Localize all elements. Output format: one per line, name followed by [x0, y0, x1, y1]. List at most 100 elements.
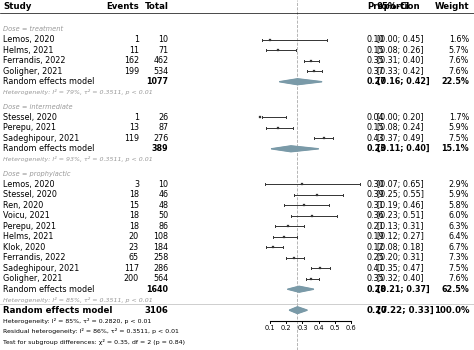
Text: Perepu, 2021: Perepu, 2021	[3, 222, 56, 231]
Text: 0.36: 0.36	[367, 211, 384, 220]
Text: Stessel, 2020: Stessel, 2020	[3, 113, 57, 122]
Text: 18: 18	[129, 190, 139, 199]
Text: 0.27: 0.27	[367, 306, 388, 315]
Text: 0.43: 0.43	[367, 134, 384, 143]
Polygon shape	[280, 79, 322, 85]
Text: 18: 18	[129, 222, 139, 231]
Text: Sadeghipour, 2021: Sadeghipour, 2021	[3, 264, 80, 273]
Text: 0.21: 0.21	[367, 222, 384, 231]
Text: 5.9%: 5.9%	[448, 190, 469, 199]
Text: 13: 13	[129, 123, 139, 132]
Text: 15: 15	[129, 201, 139, 210]
Text: 0.2: 0.2	[281, 324, 292, 330]
Text: Heterogeneity: I² = 85%, τ² = 0.2820, p < 0.01: Heterogeneity: I² = 85%, τ² = 0.2820, p …	[3, 318, 152, 324]
Text: 286: 286	[153, 264, 168, 273]
Text: 258: 258	[153, 253, 168, 262]
Text: 20: 20	[129, 232, 139, 241]
Text: [0.00; 0.45]: [0.00; 0.45]	[377, 35, 423, 44]
Text: Helms, 2021: Helms, 2021	[3, 46, 54, 55]
Text: [0.32; 0.40]: [0.32; 0.40]	[377, 274, 423, 283]
Text: 87: 87	[158, 123, 168, 132]
Text: Lemos, 2020: Lemos, 2020	[3, 180, 55, 189]
Text: 0.4: 0.4	[313, 324, 324, 330]
Text: 0.37: 0.37	[367, 67, 384, 76]
Text: Test for subgroup differences: χ² = 0.35, df = 2 (p = 0.84): Test for subgroup differences: χ² = 0.35…	[3, 338, 185, 345]
Text: 3106: 3106	[145, 306, 168, 315]
Text: Ferrandis, 2022: Ferrandis, 2022	[3, 253, 66, 262]
Text: 18: 18	[129, 211, 139, 220]
Text: 7.5%: 7.5%	[448, 264, 469, 273]
Text: Weight: Weight	[435, 2, 469, 11]
Text: Dose = prophylactic: Dose = prophylactic	[3, 171, 71, 177]
Text: 534: 534	[153, 67, 168, 76]
Text: 162: 162	[124, 56, 139, 65]
Text: 119: 119	[124, 134, 139, 143]
Text: 6.4%: 6.4%	[449, 232, 469, 241]
Text: 108: 108	[154, 232, 168, 241]
Text: Voicu, 2021: Voicu, 2021	[3, 211, 50, 220]
Text: 86: 86	[158, 222, 168, 231]
Text: [0.12; 0.27]: [0.12; 0.27]	[377, 232, 424, 241]
Text: Heterogeneity: I² = 85%, τ² = 0.3511, p < 0.01: Heterogeneity: I² = 85%, τ² = 0.3511, p …	[3, 297, 153, 303]
Text: Random effects model: Random effects model	[3, 285, 95, 294]
Text: [0.13; 0.31]: [0.13; 0.31]	[377, 222, 423, 231]
Text: 46: 46	[158, 190, 168, 199]
Text: Total: Total	[145, 2, 168, 11]
Text: 1.7%: 1.7%	[449, 113, 469, 122]
Text: 7.6%: 7.6%	[449, 67, 469, 76]
Text: 0.39: 0.39	[367, 190, 384, 199]
Text: 1640: 1640	[146, 285, 168, 294]
Text: 95%-CI: 95%-CI	[377, 2, 410, 11]
Polygon shape	[288, 286, 314, 292]
Text: 23: 23	[129, 243, 139, 252]
Text: [0.20; 0.31]: [0.20; 0.31]	[377, 253, 423, 262]
Text: 117: 117	[124, 264, 139, 273]
Text: 3: 3	[134, 180, 139, 189]
Text: [0.19; 0.46]: [0.19; 0.46]	[377, 201, 423, 210]
Text: [0.31; 0.40]: [0.31; 0.40]	[377, 56, 423, 65]
Text: 184: 184	[154, 243, 168, 252]
Text: [0.23; 0.51]: [0.23; 0.51]	[377, 211, 423, 220]
Text: 1077: 1077	[146, 77, 168, 86]
Text: Ren, 2020: Ren, 2020	[3, 201, 44, 210]
Text: [0.37; 0.49]: [0.37; 0.49]	[377, 134, 423, 143]
Text: 0.35: 0.35	[367, 274, 384, 283]
Text: 2.9%: 2.9%	[448, 180, 469, 189]
Text: Heterogeneity: I² = 93%, τ² = 0.3511, p < 0.01: Heterogeneity: I² = 93%, τ² = 0.3511, p …	[3, 156, 153, 162]
Text: Residual heterogeneity: I² = 86%, τ² = 0.3511, p < 0.01: Residual heterogeneity: I² = 86%, τ² = 0…	[3, 328, 179, 334]
Text: Goligher, 2021: Goligher, 2021	[3, 274, 63, 283]
Text: 62.5%: 62.5%	[441, 285, 469, 294]
Text: 0.1: 0.1	[264, 324, 275, 330]
Text: 1.6%: 1.6%	[449, 35, 469, 44]
Text: Ferrandis, 2022: Ferrandis, 2022	[3, 56, 66, 65]
Text: 10: 10	[158, 35, 168, 44]
Text: 0.23: 0.23	[367, 144, 387, 153]
Text: [0.22; 0.33]: [0.22; 0.33]	[377, 306, 434, 315]
Text: 1: 1	[134, 113, 139, 122]
Text: 0.30: 0.30	[367, 180, 384, 189]
Text: Lemos, 2020: Lemos, 2020	[3, 35, 55, 44]
Text: 15.1%: 15.1%	[441, 144, 469, 153]
Text: 100.0%: 100.0%	[434, 306, 469, 315]
Text: [0.08; 0.26]: [0.08; 0.26]	[377, 46, 423, 55]
Text: [0.25; 0.55]: [0.25; 0.55]	[377, 190, 424, 199]
Text: Helms, 2021: Helms, 2021	[3, 232, 54, 241]
Text: 6.7%: 6.7%	[449, 243, 469, 252]
Text: 389: 389	[152, 144, 168, 153]
Text: 5.8%: 5.8%	[449, 201, 469, 210]
Text: Proportion: Proportion	[367, 2, 419, 11]
Text: 48: 48	[158, 201, 168, 210]
Text: [0.07; 0.65]: [0.07; 0.65]	[377, 180, 423, 189]
Text: 7.3%: 7.3%	[449, 253, 469, 262]
Text: [0.08; 0.18]: [0.08; 0.18]	[377, 243, 423, 252]
Text: Perepu, 2021: Perepu, 2021	[3, 123, 56, 132]
Text: 22.5%: 22.5%	[441, 77, 469, 86]
Text: Stessel, 2020: Stessel, 2020	[3, 190, 57, 199]
Text: 0.04: 0.04	[367, 113, 384, 122]
Text: Sadeghipour, 2021: Sadeghipour, 2021	[3, 134, 80, 143]
Text: 0.19: 0.19	[367, 232, 384, 241]
Text: 0.25: 0.25	[367, 253, 385, 262]
Text: 26: 26	[158, 113, 168, 122]
Text: 0.41: 0.41	[367, 264, 384, 273]
Text: 0.10: 0.10	[367, 35, 384, 44]
